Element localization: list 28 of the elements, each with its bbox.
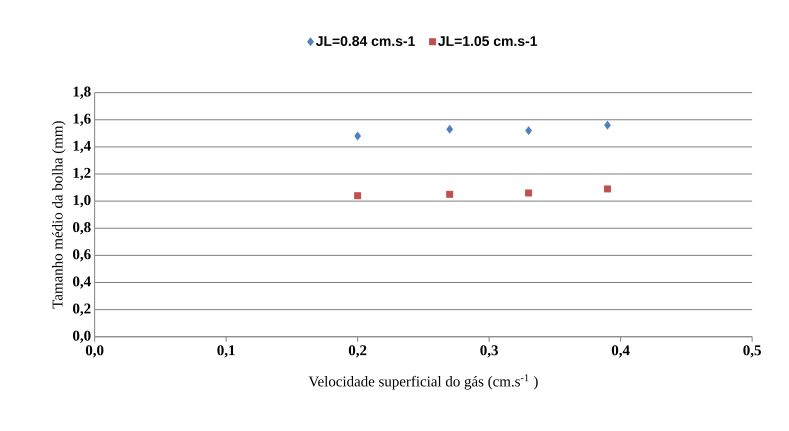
point: [604, 185, 611, 192]
x-tick-label: 0,3: [480, 345, 498, 358]
point: [604, 120, 611, 130]
legend-label: JL=0.84 cm.s-1: [316, 36, 415, 46]
point: [354, 192, 362, 200]
y-tick-label: 0,4: [73, 276, 91, 288]
point: [354, 131, 362, 140]
y-tick-label: 0,6: [73, 249, 91, 262]
y-tick-label: 0,8: [73, 222, 91, 234]
point: [525, 189, 532, 196]
y-tick-label: 0,0: [73, 330, 91, 343]
x-tick-label: 0,2: [348, 345, 366, 358]
y-tick-label: 0,2: [73, 303, 90, 316]
y-tick-label: 1,0: [74, 194, 91, 208]
point: [525, 126, 532, 135]
point: [446, 190, 454, 198]
y-tick-label: 1,6: [74, 113, 91, 126]
y-tick-label: 1,2: [74, 168, 90, 180]
legend-label: JL=1.05 cm.s-1: [438, 36, 538, 46]
x-tick-label: 0,4: [612, 345, 630, 358]
y-axis-title: Tamanho médio da bolha (mm): [52, 121, 66, 308]
y-tick-label: 1,8: [74, 86, 91, 99]
point: [446, 124, 454, 134]
x-tick-label: 0,5: [743, 345, 761, 358]
x-tick-label: 0,0: [86, 345, 104, 358]
x-tick-label: 0,1: [217, 345, 235, 358]
y-tick-label: 1,4: [74, 140, 91, 153]
x-axis-title: Velocidade superficial do gás (cm.s$^{-1}$ ): [308, 374, 538, 390]
